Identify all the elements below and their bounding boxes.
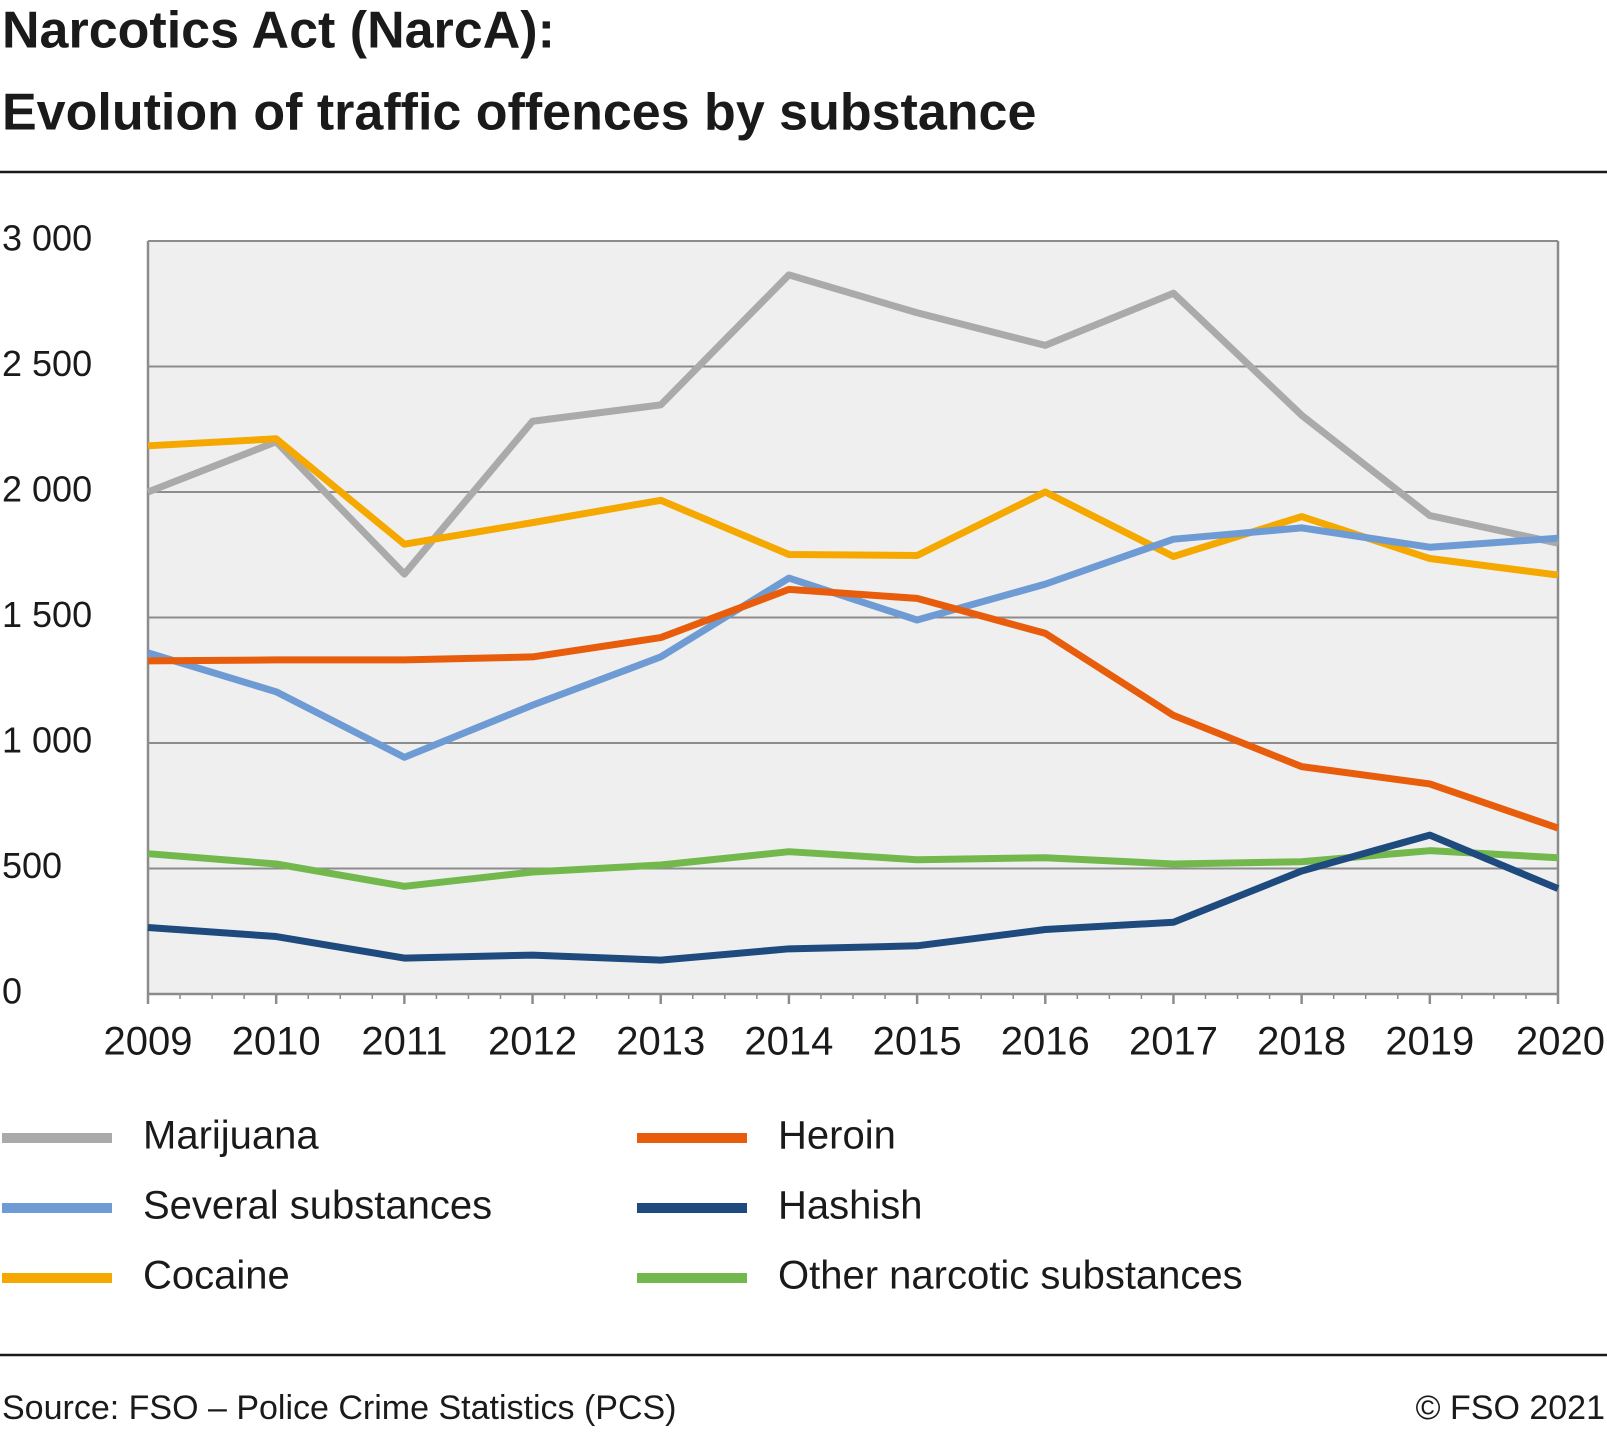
x-tick-label: 2010 xyxy=(232,1020,321,1064)
series-line xyxy=(147,435,1559,579)
y-tick-label: 0 xyxy=(2,971,22,1012)
series-line xyxy=(147,585,1560,832)
x-tick-label: 2016 xyxy=(1001,1020,1090,1064)
x-tick-label: 2018 xyxy=(1257,1020,1346,1064)
copyright: © FSO 2021 xyxy=(1416,1389,1605,1427)
chart-title: Narcotics Act (NarcA): xyxy=(2,2,555,60)
y-tick-label: 1 500 xyxy=(2,594,92,635)
x-tick-label: 2017 xyxy=(1129,1020,1218,1064)
x-tick-label: 2015 xyxy=(873,1020,962,1064)
x-tick-label: 2012 xyxy=(488,1020,577,1064)
legend-label: Marijuana xyxy=(143,1114,319,1158)
y-tick-label: 2 000 xyxy=(2,469,92,510)
legend-label: Several substances xyxy=(143,1184,492,1228)
source: Source: FSO – Police Crime Statistics (P… xyxy=(2,1389,677,1427)
x-tick-label: 2011 xyxy=(361,1020,447,1064)
y-tick-label: 1 000 xyxy=(2,720,92,761)
x-tick-label: 2009 xyxy=(104,1020,193,1064)
series-line xyxy=(147,831,1560,964)
chart-title: Evolution of traffic offences by substan… xyxy=(2,84,1036,142)
legend-label: Hashish xyxy=(778,1184,923,1228)
legend-label: Cocaine xyxy=(143,1254,290,1298)
x-tick-label: 2019 xyxy=(1385,1020,1474,1064)
series-line xyxy=(146,271,1559,578)
series-line xyxy=(146,524,1559,761)
series-line xyxy=(147,847,1559,890)
y-tick-label: 2 500 xyxy=(2,343,92,384)
x-tick-label: 2013 xyxy=(616,1020,705,1064)
x-tick-label: 2020 xyxy=(1516,1020,1605,1064)
legend-label: Heroin xyxy=(778,1114,896,1158)
y-tick-label: 500 xyxy=(2,845,62,886)
x-tick-label: 2014 xyxy=(744,1020,833,1064)
legend-label: Other narcotic substances xyxy=(778,1254,1243,1298)
y-tick-label: 3 000 xyxy=(2,218,92,259)
